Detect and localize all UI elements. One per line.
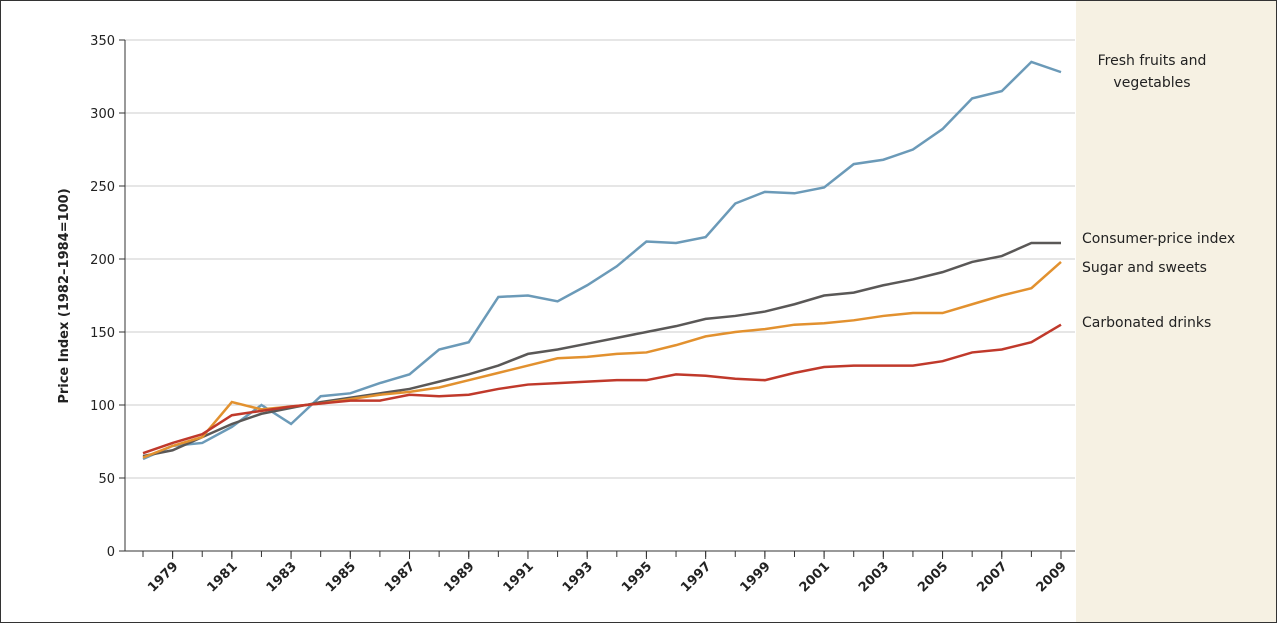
x-tick-label: 1979	[145, 559, 181, 595]
x-tick-label: 2007	[974, 559, 1010, 595]
series-line	[142, 323, 1062, 455]
y-tick-label: 200	[90, 253, 115, 268]
y-tick-label: 50	[98, 472, 115, 487]
y-tick-label: 100	[90, 399, 115, 414]
series-line	[142, 260, 1062, 459]
y-axis-label: Price Index (1982–1984=100)	[57, 188, 72, 403]
x-tick-label: 1997	[678, 559, 714, 595]
legend-panel	[1076, 1, 1276, 622]
x-tick-label: 1983	[264, 559, 300, 595]
y-tick-label: 350	[90, 34, 115, 49]
legend-label: Carbonated drinks	[1082, 314, 1212, 331]
y-tick-label: 0	[107, 545, 115, 560]
legend-label: Sugar and sweets	[1082, 259, 1207, 276]
x-tick-label: 2003	[856, 559, 892, 595]
x-tick-label: 1989	[441, 559, 477, 595]
legend-label: Consumer-price index	[1082, 230, 1236, 247]
y-tick-label: 150	[90, 326, 115, 341]
x-tick-label: 1991	[501, 559, 537, 595]
x-tick-label: 1981	[204, 559, 240, 595]
x-tick-label: 1995	[619, 559, 655, 595]
x-tick-label: 2001	[797, 559, 833, 595]
y-tick-label: 300	[90, 107, 115, 122]
x-tick-label: 1987	[382, 559, 418, 595]
x-tick-label: 2005	[915, 559, 951, 595]
series-line	[142, 60, 1062, 461]
x-tick-label: 2009	[1034, 559, 1070, 595]
x-tick-label: 1999	[738, 559, 774, 595]
x-tick-label: 1985	[323, 559, 359, 595]
legend-label: Fresh fruits and vegetables	[1097, 53, 1207, 92]
x-tick-label: 1993	[560, 559, 596, 595]
y-tick-label: 250	[90, 180, 115, 195]
